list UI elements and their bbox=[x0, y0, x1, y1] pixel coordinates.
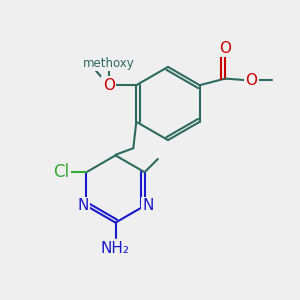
Text: Cl: Cl bbox=[53, 163, 69, 181]
Text: O: O bbox=[245, 73, 257, 88]
Text: N: N bbox=[142, 198, 154, 213]
Text: N: N bbox=[77, 198, 88, 213]
Text: NH₂: NH₂ bbox=[101, 241, 130, 256]
Text: methoxy: methoxy bbox=[83, 57, 135, 70]
Text: O: O bbox=[219, 41, 231, 56]
Text: O: O bbox=[103, 78, 115, 93]
